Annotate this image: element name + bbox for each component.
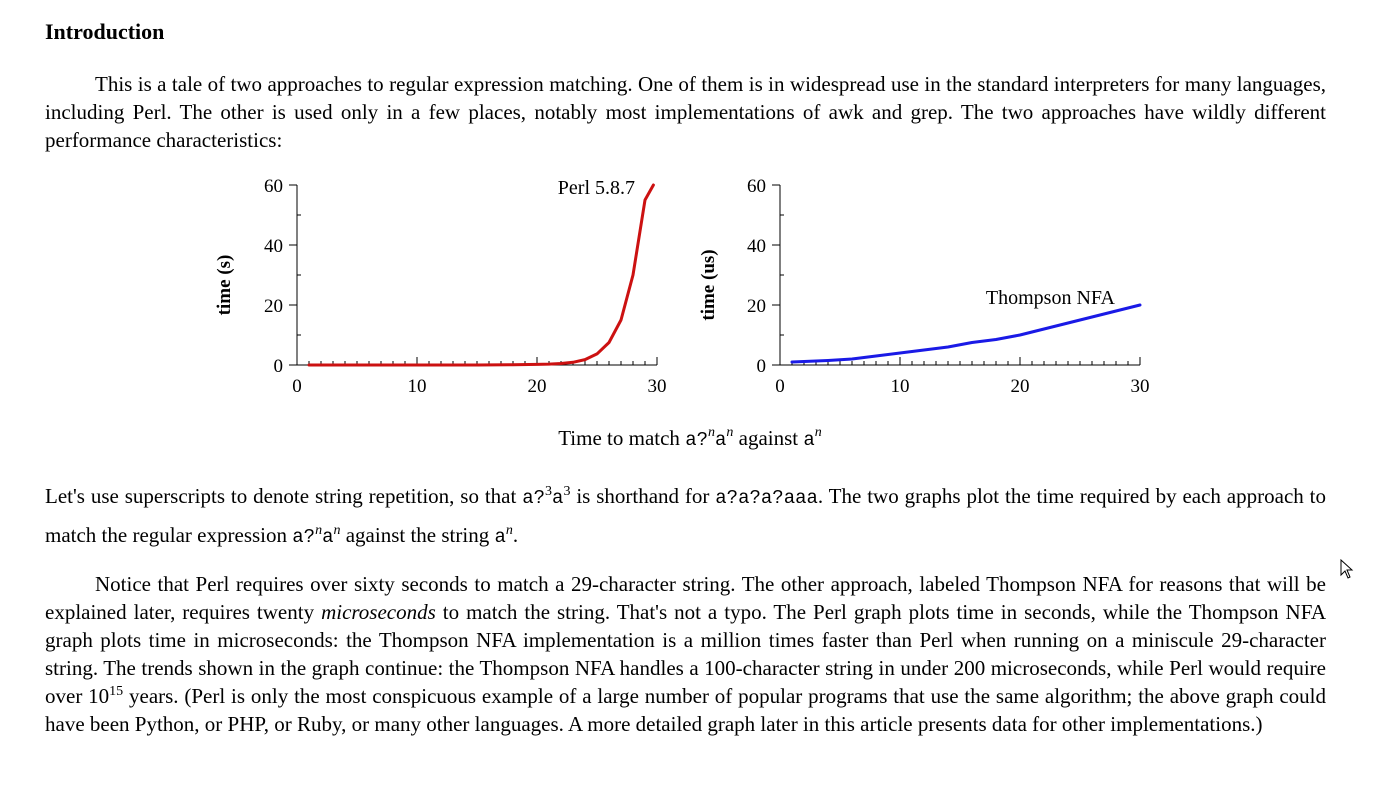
series-line: [790, 303, 1142, 364]
y-tick-label: 20: [264, 296, 283, 317]
superscript: n: [315, 523, 323, 538]
y-axis-label: time (s): [214, 255, 235, 316]
text-run: against the string: [340, 523, 495, 547]
superscript-paragraph: Let's use superscripts to denote string …: [45, 478, 1326, 556]
notice-paragraph: Notice that Perl requires over sixty sec…: [45, 570, 1326, 738]
emphasis: microseconds: [321, 600, 436, 624]
comparison-figure: 0 10 20 30 0 20 40 60 time (s) Perl 5.8.7 0 10 20 30…: [200, 165, 1180, 460]
x-tick-label: 20: [1011, 376, 1030, 397]
y-axis-label: time (us): [698, 249, 719, 320]
text-run: is shorthand for: [570, 484, 716, 508]
y-tick-label: 40: [747, 236, 766, 257]
x-tick-label: 20: [528, 376, 547, 397]
figure-canvas: 0 10 20 30 0 20 40 60 time (s) Perl 5.8.7 0 10 20 30…: [214, 176, 1150, 451]
y-tick-label: 0: [274, 356, 284, 377]
thompson-nfa-chart: 0 10 20 30 0 20 40 60 time (us) Thompson NFA: [698, 176, 1150, 397]
x-tick-label: 30: [1131, 376, 1150, 397]
y-tick-label: 40: [264, 236, 283, 257]
intro-paragraph: This is a tale of two approaches to regu…: [45, 72, 1326, 152]
text-run: years. (Perl is only the most conspicuou…: [45, 684, 1326, 736]
code-run: a: [494, 526, 506, 548]
text-run: to match the string. That's not a typo. …: [45, 600, 1326, 708]
mouse-cursor-icon: [1340, 559, 1354, 579]
text-run: Let's use superscripts to denote string …: [45, 484, 523, 508]
x-tick-label: 10: [891, 376, 910, 397]
superscript: n: [333, 523, 341, 538]
code-run: a?: [522, 487, 546, 509]
code-run: a?a?a?aaa: [715, 487, 818, 509]
text-run: Notice that Perl requires over sixty sec…: [45, 572, 1326, 624]
y-tick-label: 0: [757, 356, 767, 377]
figure-caption: Time to match a?nan against an: [558, 425, 822, 451]
code-run: a: [552, 487, 564, 509]
code-run: a: [322, 526, 334, 548]
superscript: n: [505, 523, 513, 538]
perl-chart: 0 10 20 30 0 20 40 60 time (s) Perl 5.8.7: [214, 176, 667, 397]
y-tick-label: 60: [747, 176, 766, 197]
chart-title: Thompson NFA: [986, 287, 1116, 309]
superscript: 3: [545, 484, 553, 499]
y-tick-label: 20: [747, 296, 766, 317]
series-line: [307, 183, 655, 367]
code-run: a?: [292, 526, 316, 548]
chart-title: Perl 5.8.7: [558, 177, 635, 199]
x-tick-label: 0: [775, 376, 785, 397]
superscript: 3: [563, 484, 571, 499]
text-run: .: [512, 523, 519, 547]
x-tick-label: 30: [648, 376, 667, 397]
superscript: 15: [109, 684, 124, 699]
section-heading: Introduction: [45, 19, 165, 44]
x-tick-label: 0: [292, 376, 302, 397]
x-tick-label: 10: [408, 376, 427, 397]
text-run: . The two graphs plot the time required …: [45, 484, 1326, 547]
y-tick-label: 60: [264, 176, 283, 197]
